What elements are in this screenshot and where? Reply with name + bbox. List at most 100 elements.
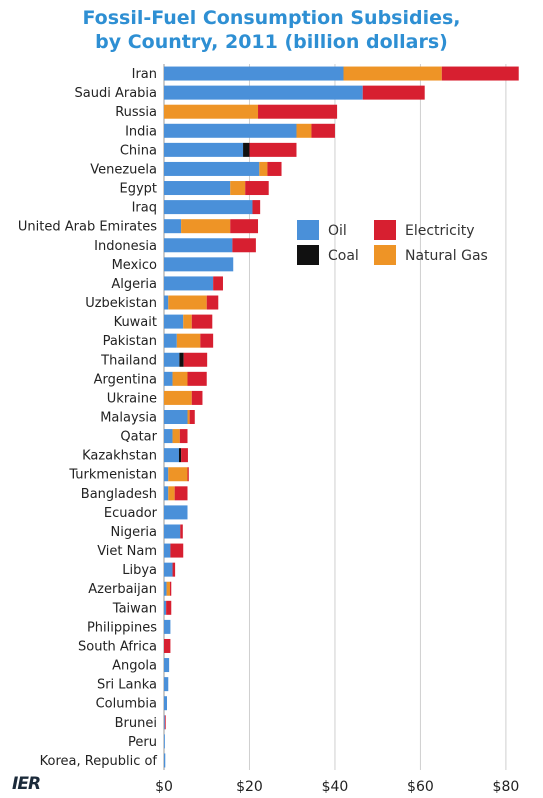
bar-segment	[164, 619, 171, 634]
category-label: Argentina	[94, 372, 157, 387]
bar-segment	[230, 219, 259, 234]
category-label: Brunei	[115, 716, 157, 731]
category-label: Philippines	[87, 620, 157, 635]
chart-title-line: Fossil-Fuel Consumption Subsidies,	[82, 7, 461, 29]
category-label: Libya	[122, 563, 157, 578]
bar-segment	[164, 448, 179, 463]
bar-segment	[164, 123, 297, 138]
bar-segment	[164, 600, 167, 615]
bar-segment	[200, 333, 214, 348]
legend-label: Natural Gas	[405, 248, 488, 264]
bar-segment	[259, 161, 268, 176]
x-tick-label: $0	[155, 779, 173, 795]
bar-segment	[245, 181, 269, 196]
bar-segment	[164, 314, 184, 329]
category-label: Turkmenistan	[68, 468, 157, 483]
bar-segment	[249, 142, 297, 157]
bar-segment	[164, 66, 344, 81]
category-label: Algeria	[111, 277, 157, 292]
chart-title: Fossil-Fuel Consumption Subsidies, by Cou…	[0, 6, 543, 54]
bar-segment	[166, 581, 170, 596]
category-label: China	[120, 143, 157, 158]
category-label: India	[125, 124, 157, 139]
category-label: Iraq	[132, 201, 157, 216]
category-label: Iran	[132, 67, 157, 82]
category-label: Peru	[128, 735, 157, 750]
legend-swatch	[297, 220, 319, 240]
legend-label: Coal	[328, 248, 359, 264]
category-label: Russia	[115, 105, 157, 120]
category-label: Kuwait	[114, 315, 157, 330]
bar-segment	[164, 352, 180, 367]
bar-segment	[164, 410, 188, 424]
bar-segment	[164, 371, 173, 386]
bar-segment	[230, 181, 246, 196]
bar-segment	[164, 295, 169, 310]
bar-segment	[168, 295, 207, 310]
category-label: Qatar	[120, 430, 157, 445]
category-label: South Africa	[78, 639, 157, 654]
bar-segment	[252, 200, 261, 215]
category-label: Uzbekistan	[85, 296, 157, 311]
bar-segment	[164, 581, 167, 596]
bar-segment	[164, 753, 166, 768]
category-label: Kazakhstan	[82, 449, 157, 464]
legend-label: Electricity	[405, 223, 475, 239]
bar-segment	[172, 562, 176, 577]
category-label: Ecuador	[104, 506, 158, 521]
x-tick-label: $80	[493, 779, 520, 795]
bar-segment	[164, 429, 173, 444]
bar-segment	[164, 257, 234, 272]
bar-segment	[164, 276, 214, 291]
bar-segment	[191, 390, 203, 405]
bar-segment	[168, 486, 175, 501]
bar-segment	[232, 238, 256, 253]
bar-segment	[164, 238, 233, 253]
bar-segment	[164, 181, 231, 196]
bar-segment	[164, 104, 259, 119]
bar-segment	[174, 486, 188, 501]
bar-segment	[441, 66, 519, 81]
bar-segment	[180, 524, 183, 539]
bar-segment	[164, 562, 173, 577]
bar-segment	[179, 429, 188, 444]
bar-segment	[179, 352, 184, 367]
category-label: Saudi Arabia	[75, 86, 158, 101]
category-label: Malaysia	[100, 411, 157, 426]
category-label: Viet Nam	[97, 544, 157, 559]
bar-segment	[164, 161, 260, 176]
legend-swatch	[374, 245, 396, 265]
bar-segment	[267, 161, 282, 176]
category-label: Bangladesh	[81, 487, 157, 502]
legend-label: Oil	[328, 223, 347, 239]
bar-segment	[187, 371, 207, 386]
x-tick-label: $60	[407, 779, 434, 795]
bar-segment	[164, 219, 182, 234]
bar-segment	[164, 658, 170, 673]
bar-segment	[168, 467, 188, 482]
category-label: Azerbaijan	[88, 582, 157, 597]
category-label: Taiwan	[112, 601, 157, 616]
bar-segment	[181, 448, 188, 463]
bar-segment	[187, 410, 190, 424]
bar-segment	[164, 734, 165, 749]
bar-segment	[164, 200, 253, 215]
bar-segment	[183, 352, 208, 367]
bar-segment	[164, 638, 171, 653]
bar-segment	[296, 123, 312, 138]
bar-segment	[362, 85, 425, 100]
bar-segment	[164, 85, 363, 100]
legend-swatch	[297, 245, 319, 265]
bar-segment	[164, 715, 165, 730]
bar-segment	[172, 429, 180, 444]
bar-segment	[183, 314, 192, 329]
bar-segment	[206, 295, 219, 310]
bar-segment	[164, 486, 169, 501]
bar-segment	[189, 410, 195, 424]
bar-segment	[311, 123, 335, 138]
chart-title-line: by Country, 2011 (billion dollars)	[95, 31, 448, 53]
x-tick-label: $40	[322, 779, 349, 795]
bar-segment	[164, 524, 181, 539]
bar-segment	[169, 581, 172, 596]
